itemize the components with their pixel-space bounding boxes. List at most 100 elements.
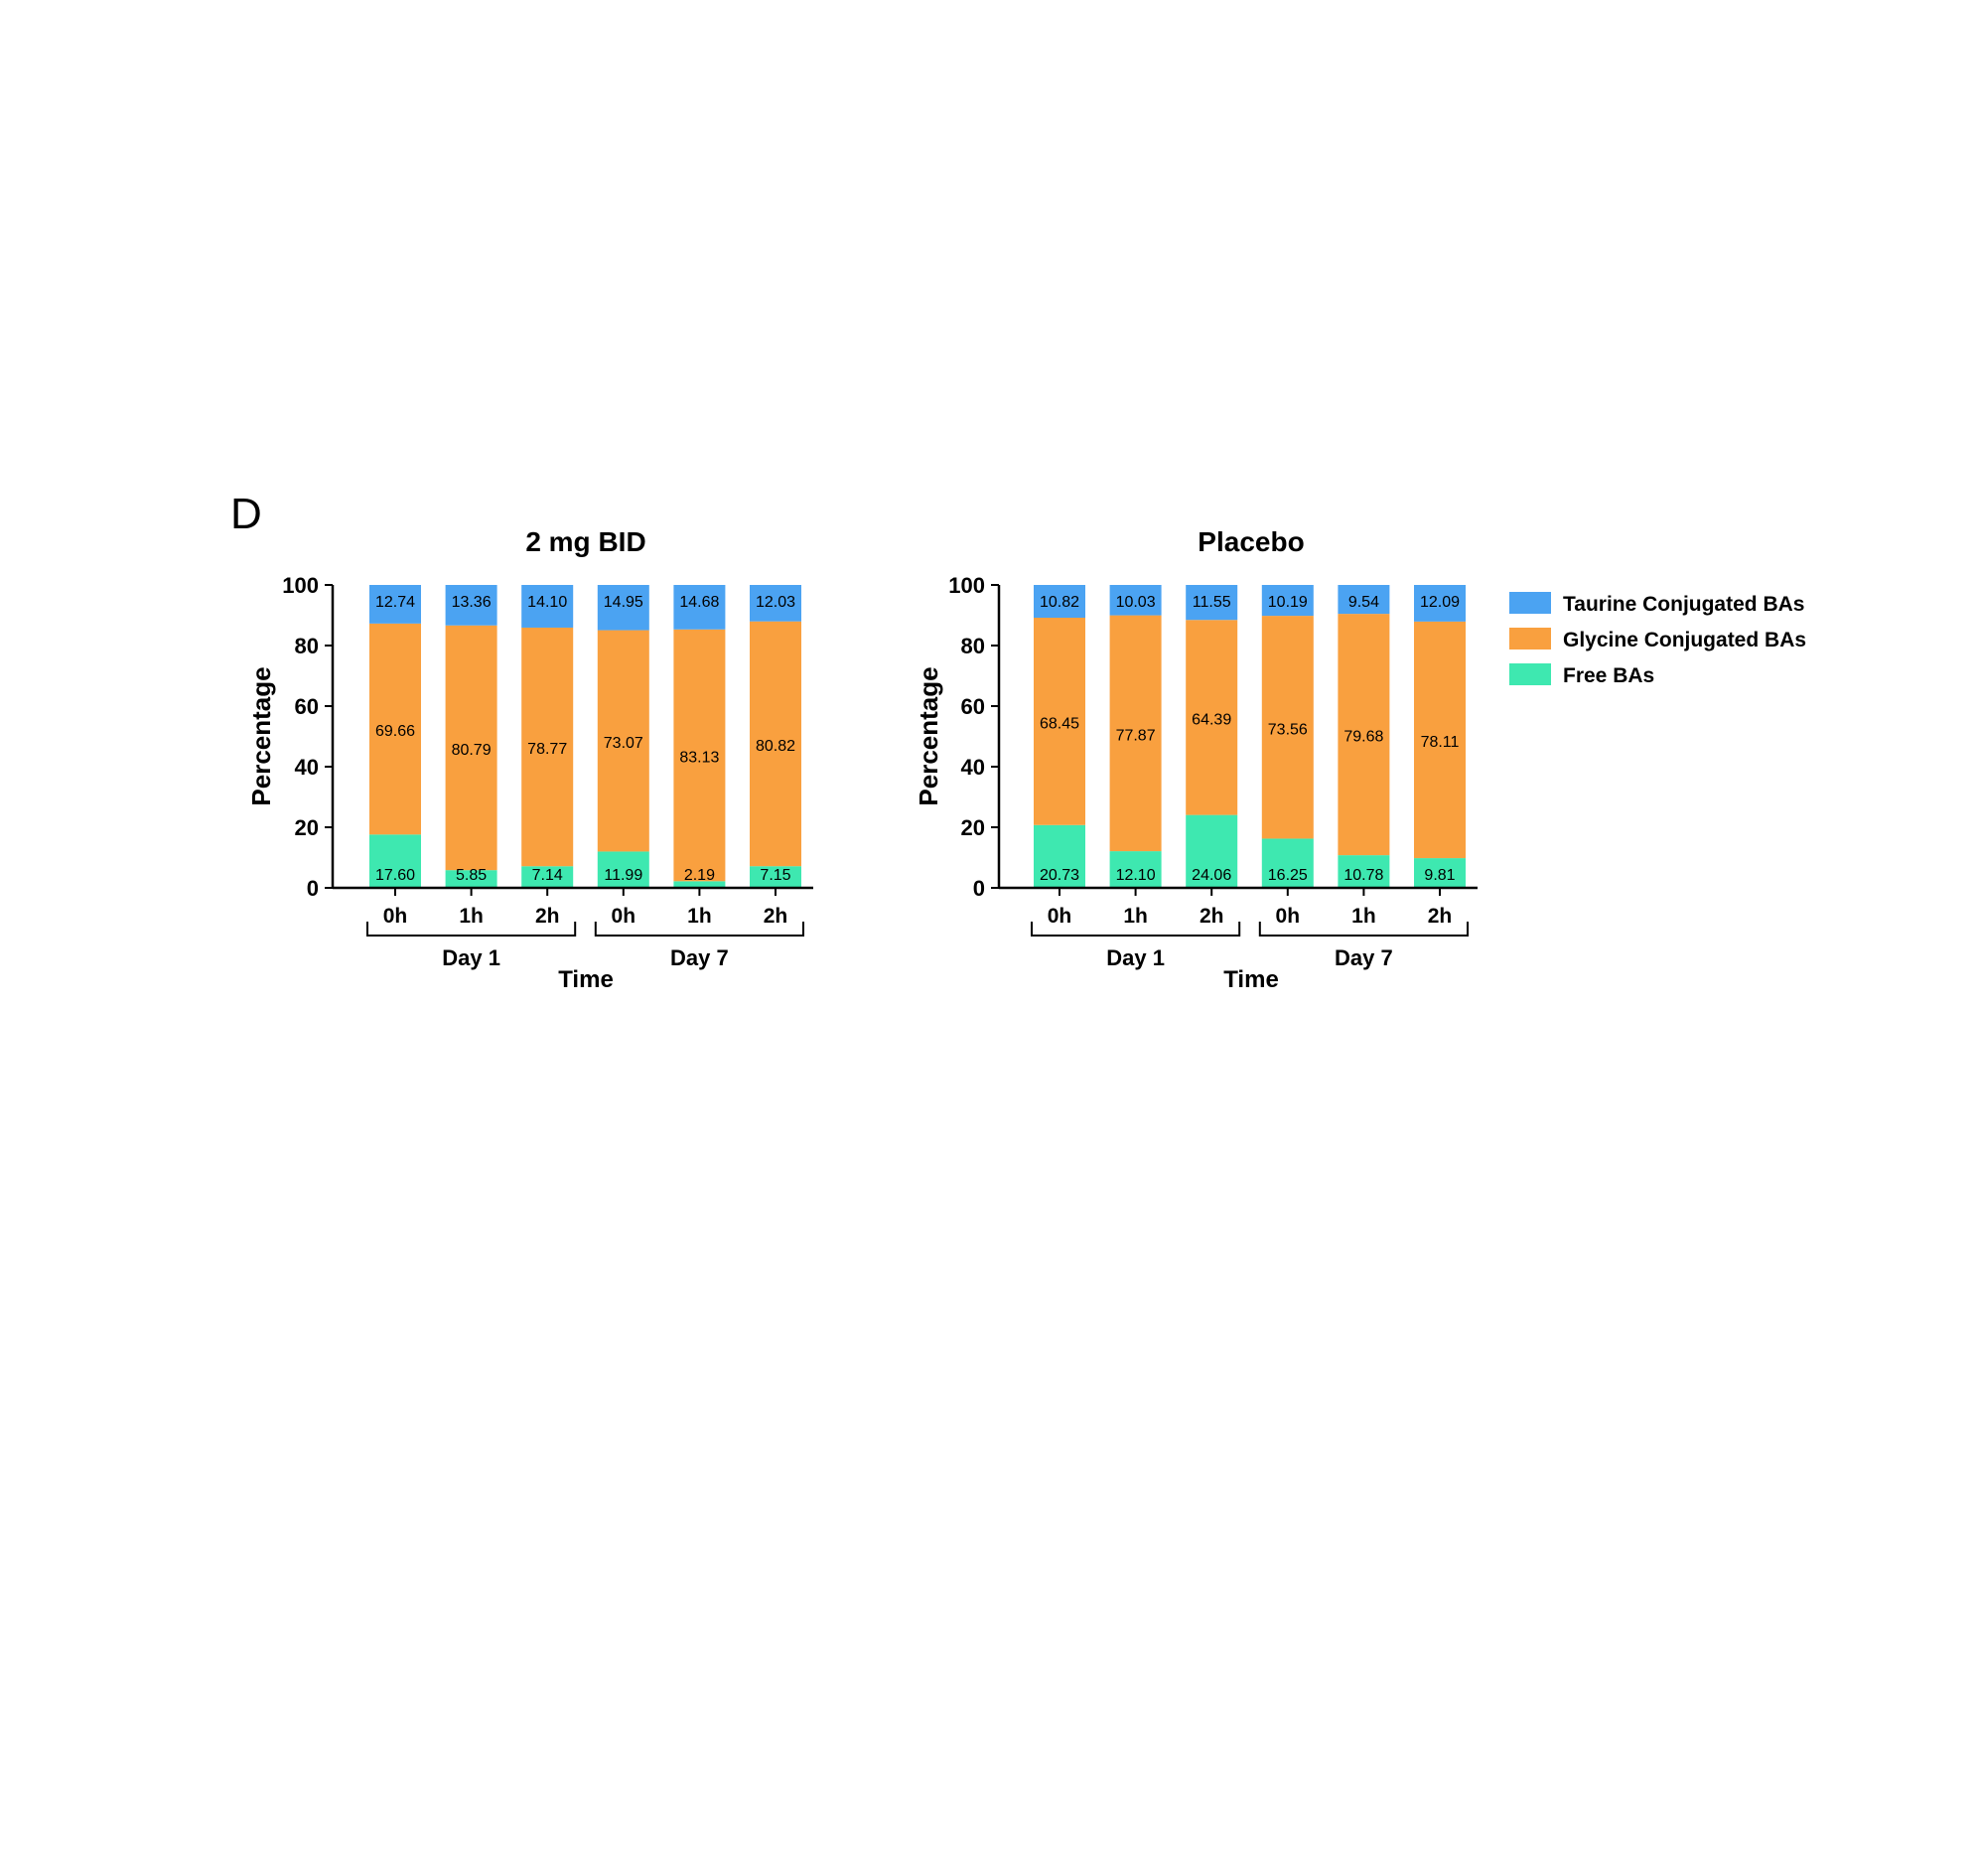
x-axis-label: Time (1223, 966, 1279, 993)
bar-glycine-conjugated-bas (597, 630, 649, 852)
y-tick-label: 0 (307, 876, 319, 901)
bar-glycine-conjugated-bas (1261, 616, 1314, 839)
x-tick-label: 0h (1048, 905, 1072, 928)
data-label-taurine-conjugated-bas: 12.03 (756, 594, 795, 611)
x-tick-label: 1h (1123, 905, 1148, 928)
x-tick-label: 2h (535, 905, 560, 928)
data-label-taurine-conjugated-bas: 14.10 (527, 594, 567, 611)
data-label-glycine-conjugated-bas: 69.66 (375, 723, 415, 740)
group-bracket (1031, 922, 1241, 937)
data-label-free-bas: 16.25 (1268, 867, 1308, 884)
bar-taurine-conjugated-bas (369, 585, 421, 624)
bar-glycine-conjugated-bas (673, 629, 726, 882)
data-label-taurine-conjugated-bas: 11.55 (1193, 594, 1231, 611)
data-label-free-bas: 5.85 (456, 867, 487, 884)
y-tick-label: 40 (295, 755, 319, 780)
data-label-taurine-conjugated-bas: 12.09 (1420, 594, 1460, 611)
bar-glycine-conjugated-bas (750, 621, 801, 867)
y-tick-label: 20 (295, 815, 319, 840)
y-tick-label: 100 (948, 573, 985, 598)
legend-swatch-glycine-conjugated-bas (1509, 628, 1551, 649)
group-label: Day 7 (670, 945, 729, 970)
data-label-taurine-conjugated-bas: 14.68 (679, 594, 719, 611)
bar-free-bas (445, 870, 497, 888)
legend-label: Taurine Conjugated BAs (1563, 593, 1804, 616)
data-label-taurine-conjugated-bas: 10.19 (1268, 594, 1308, 611)
y-tick-label: 80 (295, 634, 319, 658)
data-label-glycine-conjugated-bas: 78.11 (1421, 734, 1460, 751)
bar-free-bas (1261, 838, 1314, 888)
legend-swatch-free-bas (1509, 663, 1551, 685)
bar-taurine-conjugated-bas (1338, 585, 1390, 615)
bar-free-bas (1414, 858, 1466, 888)
legend-label: Glycine Conjugated BAs (1563, 629, 1806, 651)
legend-swatch-taurine-conjugated-bas (1509, 592, 1551, 614)
data-label-glycine-conjugated-bas: 78.77 (527, 741, 567, 758)
bar-taurine-conjugated-bas (1034, 585, 1085, 619)
data-label-free-bas: 11.99 (604, 867, 642, 884)
x-tick-label: 0h (612, 905, 636, 928)
bar-free-bas (1186, 814, 1238, 888)
bar-taurine-conjugated-bas (521, 585, 574, 628)
x-axis-label: Time (558, 966, 614, 993)
bar-taurine-conjugated-bas (445, 585, 497, 626)
data-label-free-bas: 7.15 (760, 867, 790, 884)
bar-free-bas (1034, 824, 1085, 888)
data-label-free-bas: 17.60 (375, 867, 415, 884)
chart-title: Placebo (1198, 526, 1304, 557)
chart-placebo: Placebo Percentage 20.73 68.45 10.82 0h 12.10 7… (914, 526, 1478, 993)
chart-title: 2 mg BID (525, 526, 645, 557)
y-tick-label: 20 (961, 815, 985, 840)
data-label-free-bas: 10.78 (1343, 867, 1383, 884)
data-label-glycine-conjugated-bas: 80.82 (756, 738, 795, 755)
x-tick-label: 2h (1200, 905, 1224, 928)
x-tick-label: 1h (1351, 905, 1376, 928)
bar-taurine-conjugated-bas (1414, 585, 1466, 622)
x-tick-label: 0h (383, 905, 408, 928)
bar-glycine-conjugated-bas (1034, 618, 1085, 825)
group-bracket (366, 922, 577, 937)
y-axis-label: Percentage (246, 666, 276, 805)
bar-glycine-conjugated-bas (369, 623, 421, 835)
data-label-taurine-conjugated-bas: 12.74 (375, 594, 415, 611)
bar-taurine-conjugated-bas (1109, 585, 1162, 616)
data-label-free-bas: 20.73 (1040, 867, 1079, 884)
group-label: Day 1 (1106, 945, 1165, 970)
legend-label: Free BAs (1563, 664, 1654, 687)
legend: Taurine Conjugated BAs Glycine Conjugated… (1509, 592, 1806, 687)
bar-free-bas (597, 851, 649, 888)
bar-glycine-conjugated-bas (1338, 614, 1390, 856)
x-tick-label: 1h (687, 905, 712, 928)
bar-taurine-conjugated-bas (1261, 585, 1314, 617)
data-label-glycine-conjugated-bas: 80.79 (452, 742, 492, 759)
data-label-glycine-conjugated-bas: 73.07 (604, 735, 643, 752)
chart-2mg-bid: 2 mg BID Percentage 17.60 69.66 12.74 0h 5.85 8… (246, 526, 813, 993)
data-label-glycine-conjugated-bas: 73.56 (1268, 721, 1308, 738)
data-label-glycine-conjugated-bas: 68.45 (1040, 715, 1079, 732)
y-tick-label: 40 (961, 755, 985, 780)
bar-free-bas (673, 881, 726, 888)
data-label-glycine-conjugated-bas: 64.39 (1192, 711, 1231, 728)
data-label-free-bas: 9.81 (1424, 867, 1455, 884)
y-tick-label: 0 (973, 876, 985, 901)
bar-free-bas (1338, 855, 1390, 888)
y-tick-label: 60 (295, 694, 319, 719)
x-tick-label: 0h (1276, 905, 1301, 928)
bar-free-bas (750, 866, 801, 888)
bar-glycine-conjugated-bas (1414, 621, 1466, 859)
data-label-free-bas: 7.14 (532, 867, 563, 884)
data-label-free-bas: 2.19 (684, 867, 715, 884)
group-bracket (594, 922, 804, 937)
data-label-taurine-conjugated-bas: 13.36 (452, 594, 492, 611)
bar-taurine-conjugated-bas (597, 585, 649, 631)
bar-free-bas (1109, 851, 1162, 888)
data-label-free-bas: 24.06 (1192, 867, 1231, 884)
y-axis-label: Percentage (914, 666, 943, 805)
data-label-taurine-conjugated-bas: 9.54 (1348, 594, 1379, 611)
y-tick-label: 60 (961, 694, 985, 719)
bar-free-bas (369, 834, 421, 888)
data-label-taurine-conjugated-bas: 10.03 (1116, 594, 1156, 611)
y-tick-label: 80 (961, 634, 985, 658)
